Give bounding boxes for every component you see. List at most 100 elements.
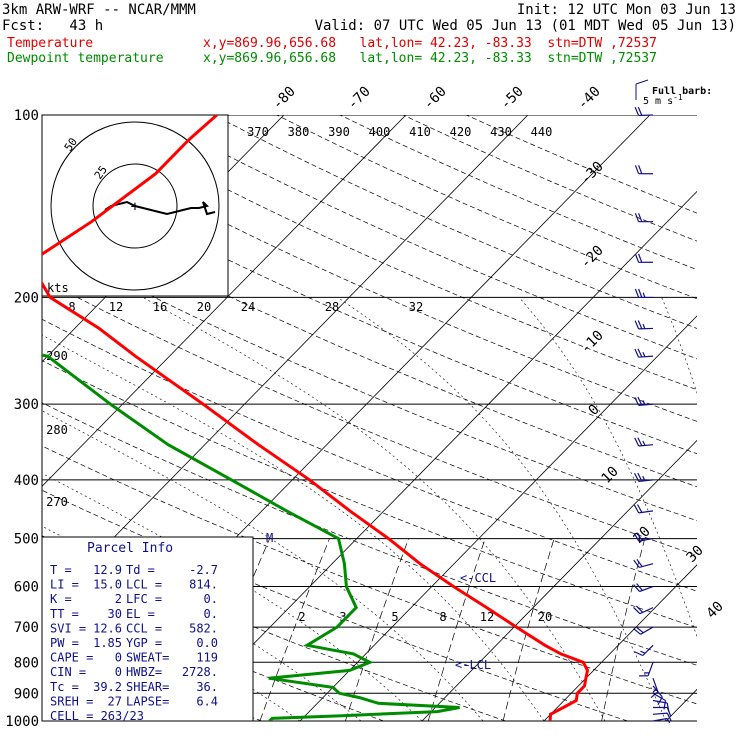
model-title: 3km ARW-WRF -- NCAR/MMM	[2, 2, 196, 18]
isotherm-line	[299, 315, 697, 721]
wind-barb	[634, 348, 654, 358]
dry-adiabat	[42, 318, 697, 592]
theta-label: 270	[46, 495, 68, 509]
pressure-tick-label: 900	[14, 686, 39, 702]
parcel-info-cell: 36.	[196, 680, 218, 694]
parcel-info-cell: 2728.	[182, 665, 218, 679]
parcel-info-cell: 1.85	[93, 636, 122, 650]
init-time: Init: 12 UTC Mon 03 Jun 13	[517, 2, 736, 18]
isotherm-label: -20	[578, 243, 607, 272]
pressure-axis: 100 200 300 400 500 600 700 800 900 1000	[5, 108, 39, 730]
pressure-tick-label: 100	[14, 108, 39, 124]
dewpoint-trace	[42, 353, 460, 721]
parcel-info-cell: 0	[115, 651, 122, 665]
hodograph-trace	[104, 200, 216, 216]
wind-barb	[634, 320, 654, 330]
parcel-info-cell: 15.0	[93, 578, 122, 592]
isotherm-label: 10	[599, 464, 622, 487]
wind-barb	[633, 558, 654, 568]
dry-adiabat	[42, 445, 697, 705]
hodograph-ring-inner	[92, 163, 178, 249]
wind-barb	[633, 626, 654, 635]
hodograph-ring-outer	[50, 121, 220, 291]
isotherm-label: -10	[578, 328, 607, 357]
parcel-info-cell: LCL =	[126, 578, 162, 592]
dry-adiabat	[276, 115, 697, 300]
theta-label: 420	[450, 125, 472, 139]
parcel-info-cell: YGP =	[126, 636, 162, 650]
parcel-info-cell: 2	[115, 592, 122, 606]
wind-barb	[639, 662, 654, 677]
parcel-info-cell: CELL = 263/23	[50, 709, 144, 723]
header: 3km ARW-WRF -- NCAR/MMM Init: 12 UTC Mon…	[2, 2, 736, 66]
isotherm-label: 20	[631, 524, 654, 547]
parcel-info-cell: 6.4	[196, 694, 218, 708]
mixing-ratio-label: 3	[339, 610, 346, 624]
hodograph-unit: kts	[47, 281, 69, 295]
parcel-info-cell: 27	[108, 694, 122, 708]
parcel-info-cell: T =	[50, 563, 72, 577]
wind-barb	[652, 717, 671, 724]
parcel-info-cell: 119	[196, 651, 218, 665]
dry-adiabat	[42, 200, 697, 488]
parcel-info-cell: 30	[108, 607, 122, 621]
mixing-ratio-label: 16	[153, 300, 167, 314]
barb-legend-unit: 5 m s-1	[643, 93, 683, 107]
dry-adiabat	[402, 115, 697, 242]
theta-label: 430	[490, 125, 512, 139]
parcel-info-cell: LI =	[50, 578, 79, 592]
parcel-info-title: Parcel Info	[87, 541, 173, 556]
parcel-info-cell: -2.7	[189, 563, 218, 577]
mixing-ratio-line	[345, 538, 410, 721]
mixing-ratio-labels-bottom: 2 3 5 8 12 20	[298, 610, 552, 624]
isotherm-label: -40	[575, 84, 604, 113]
moist-adiabat	[142, 297, 606, 721]
wind-barb	[634, 165, 654, 175]
parcel-info-cell: 582.	[189, 621, 218, 635]
parcel-info-cell: 0.	[204, 592, 218, 606]
mixing-ratio-label: 5	[391, 610, 398, 624]
parcel-info-cell: 0	[115, 665, 122, 679]
wind-barb	[634, 253, 654, 263]
dry-adiabat	[213, 115, 697, 329]
parcel-info-cell: 0.	[204, 607, 218, 621]
wind-barb	[650, 678, 659, 699]
parcel-info-cell: Td =	[126, 563, 155, 577]
parcel-info-cell: 12.6	[93, 621, 122, 635]
dry-adiabat	[150, 115, 697, 360]
pressure-tick-label: 500	[14, 532, 39, 548]
wind-barb	[652, 699, 670, 712]
isotherm-line	[177, 190, 697, 721]
parcel-info-cell: SREH =	[50, 694, 93, 708]
hodograph-ring-label-50: 50	[62, 135, 80, 153]
temperature-info: x,y=869.96,656.68 lat,lon= 42.23, -83.33…	[203, 36, 657, 51]
parcel-info-cell: Tc =	[50, 680, 79, 694]
wind-barb	[634, 213, 654, 223]
theta-label: 440	[531, 125, 553, 139]
wind-barbs	[633, 106, 672, 724]
mixing-ratio-line	[502, 538, 555, 721]
pressure-tick-label: 800	[14, 655, 39, 671]
theta-label: 410	[409, 125, 431, 139]
parcel-info-cell: CIN =	[50, 665, 86, 679]
mixing-ratio-labels-top: 8 12 16 20 24 28 32	[68, 300, 423, 314]
pressure-tick-label: 1000	[5, 714, 39, 730]
theta-label: 280	[46, 423, 68, 437]
parcel-info-box: Parcel Info T = 12.9 Td = -2.7 LI = 15.0 LCL =…	[41, 536, 254, 723]
barb-legend-icon	[635, 79, 649, 100]
theta-label: 370	[247, 125, 269, 139]
isotherm-line	[543, 564, 697, 721]
theta-label: 380	[288, 125, 310, 139]
isotherm-line	[42, 115, 529, 612]
isotherm-label: -80	[270, 84, 299, 113]
theta-label: 400	[369, 125, 391, 139]
lcl-marker: <-LCL	[455, 658, 491, 672]
mixing-ratio-label: 8	[68, 300, 75, 314]
parcel-info-frame	[41, 536, 254, 722]
parcel-info-cell: SWEAT=	[126, 651, 169, 665]
dewpoint-label: Dewpoint temperature	[7, 51, 164, 66]
theta-label: 390	[328, 125, 350, 139]
parcel-info-rows: T = 12.9 Td = -2.7 LI = 15.0 LCL = 814. K = 2 LFC …	[50, 563, 218, 723]
wind-barb	[633, 504, 654, 514]
